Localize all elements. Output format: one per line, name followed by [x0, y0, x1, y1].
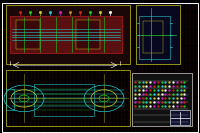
Bar: [34, 84, 94, 116]
Bar: [76, 20, 100, 49]
Bar: [16, 20, 40, 49]
Bar: [6, 5, 130, 64]
Bar: [143, 21, 163, 53]
Bar: [10, 16, 122, 53]
Bar: [136, 5, 180, 64]
Bar: [170, 110, 190, 125]
Bar: [132, 73, 192, 126]
Bar: [6, 70, 130, 126]
Bar: [6, 89, 14, 110]
Bar: [139, 16, 170, 59]
